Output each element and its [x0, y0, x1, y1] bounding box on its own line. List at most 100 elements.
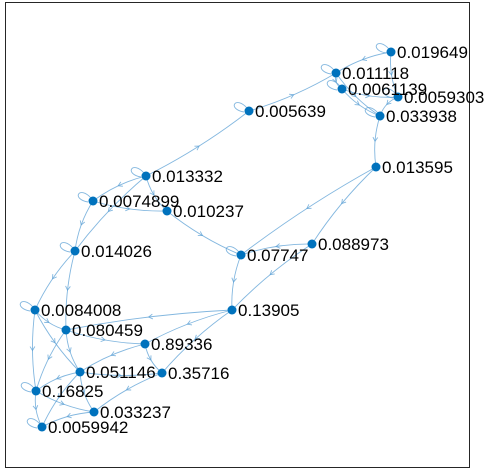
edge-arrowhead: [386, 99, 392, 106]
edge-arrowhead: [365, 92, 371, 99]
edge-arrowhead: [306, 204, 312, 209]
edge-arrowhead: [231, 277, 237, 283]
edge-arrowhead: [47, 354, 53, 360]
edge-arrowhead: [32, 404, 39, 411]
edge-arrowhead: [66, 412, 72, 419]
edge-arrowhead: [361, 55, 368, 61]
graph-edge: [311, 166, 377, 245]
edge-arrowhead: [341, 198, 347, 205]
edge-arrowhead: [354, 100, 360, 106]
edge-arrowhead: [116, 372, 122, 379]
edge-arrowhead: [197, 231, 204, 237]
edge-arrowhead: [146, 355, 152, 361]
graph-node: [75, 367, 85, 377]
label-layer: 0.019649 0.0111180.00611390.00593030.0339…: [41, 43, 484, 437]
edge-arrowhead: [52, 274, 57, 280]
self-loop-edge: [26, 418, 41, 429]
edge-arrowhead: [29, 346, 36, 352]
edge-arrowhead: [372, 136, 379, 143]
node-label: 0.0084008: [41, 301, 121, 320]
graph-node: [386, 47, 396, 57]
node-label: 0.051146: [86, 363, 156, 382]
node-label: 0.088973: [318, 235, 389, 254]
edge-arrowhead: [194, 334, 200, 340]
edge-arrowhead: [125, 385, 132, 391]
self-loop-edge: [364, 107, 379, 118]
self-loop-edge: [77, 192, 92, 203]
self-loop-edge: [20, 382, 35, 393]
edge-arrowhead: [50, 338, 56, 344]
node-label: 0.080459: [72, 321, 143, 340]
node-label: 0.033237: [100, 403, 171, 422]
graph-node: [89, 407, 99, 417]
edge-arrowhead: [269, 270, 275, 276]
graph-node: [31, 386, 41, 396]
edge-arrowhead: [149, 190, 155, 196]
graph-node: [162, 206, 172, 216]
edge-arrowhead: [58, 393, 63, 399]
graph-node: [88, 196, 98, 206]
node-label: 0.033938: [386, 107, 457, 126]
edge-arrowhead: [332, 77, 338, 83]
graph-node: [141, 171, 151, 181]
node-label: 0.0074899: [99, 192, 179, 211]
edge-arrowhead: [65, 285, 71, 292]
edge-arrowhead: [388, 70, 394, 76]
node-label: 0.13905: [238, 301, 299, 320]
graph-node: [30, 305, 40, 315]
node-label: 0.0061139: [348, 80, 427, 99]
node-label: 0.013332: [152, 167, 223, 186]
edge-arrowhead: [125, 205, 131, 212]
self-loop-edge: [233, 102, 248, 113]
graph-node: [236, 250, 246, 260]
node-label: 0.019649: [397, 43, 468, 62]
self-loop-edge: [19, 301, 34, 312]
edge-arrowhead: [110, 351, 116, 357]
edge-arrowhead: [80, 388, 86, 394]
node-label: 0.005639: [255, 102, 326, 121]
node-label: 0.013595: [382, 158, 453, 177]
node-label: 0.89336: [151, 335, 212, 354]
edge-arrowhead: [275, 243, 281, 249]
node-label: 0.010237: [173, 202, 244, 221]
graph-node: [157, 368, 167, 378]
graph-node: [371, 162, 381, 172]
graph-node: [140, 339, 150, 349]
graph-node: [337, 84, 347, 94]
edge-arrowhead: [59, 400, 65, 406]
edge-arrowhead: [107, 206, 113, 213]
graph-edge: [374, 115, 381, 168]
graph-node: [307, 239, 317, 249]
edge-arrowhead: [194, 145, 200, 151]
node-label: 0.16825: [42, 382, 103, 401]
edge-arrowhead: [44, 318, 50, 323]
node-label: 0.07747: [247, 246, 308, 265]
graph-node: [61, 325, 71, 335]
graph-node: [375, 111, 385, 121]
edge-arrowhead: [351, 92, 357, 98]
graph-node: [393, 92, 403, 102]
edge-arrowhead: [66, 347, 72, 353]
self-loop-edge: [59, 242, 74, 253]
graph-node: [331, 68, 341, 78]
graph-node: [37, 422, 47, 432]
node-label: 0.35716: [168, 364, 229, 383]
self-loop-edge: [320, 64, 335, 75]
self-loop-edge: [326, 80, 341, 91]
graph-node: [244, 106, 254, 116]
graph-node: [70, 246, 80, 256]
self-loop-edge: [375, 43, 390, 54]
node-label: 0.011118: [342, 64, 409, 83]
self-loop-edge: [382, 88, 397, 99]
edge-arrowhead: [186, 320, 193, 326]
node-label: 0.014026: [81, 242, 152, 261]
edge-arrowhead: [289, 93, 295, 99]
edge-arrowhead: [79, 220, 86, 226]
self-loop-edge: [130, 167, 145, 178]
node-label: 0.0059942: [48, 418, 128, 437]
graph-node: [227, 305, 237, 315]
edge-arrowhead: [147, 313, 154, 320]
edge-arrowhead: [117, 181, 123, 187]
node-label: 0.0059303: [404, 88, 484, 107]
